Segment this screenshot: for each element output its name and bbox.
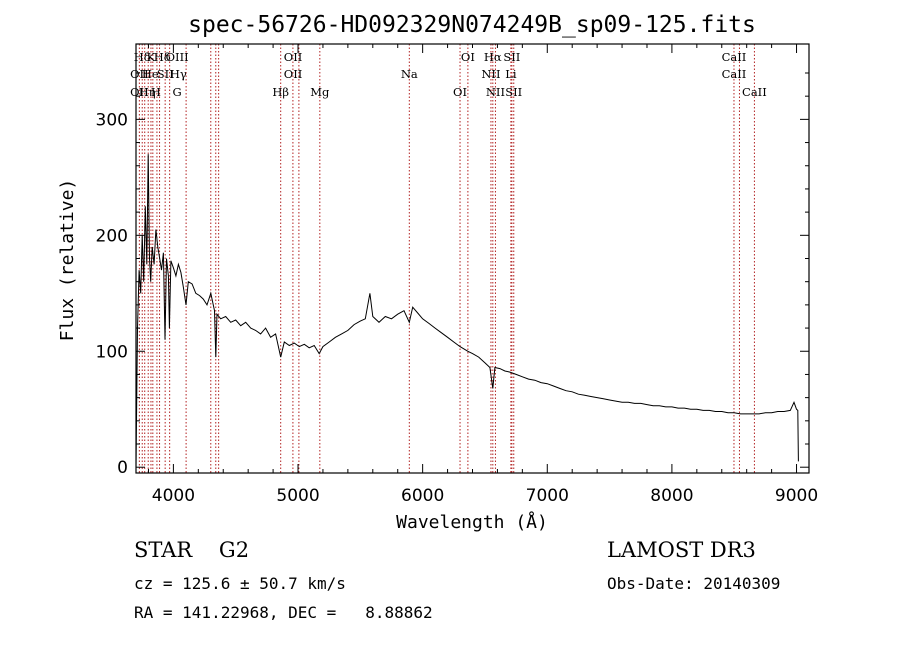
- marker-label-12: Hγ: [170, 67, 187, 81]
- y-axis-label: Flux (relative): [57, 179, 78, 342]
- plot-frame: [135, 43, 810, 474]
- marker-label-27: CaII: [742, 85, 767, 99]
- y-tick-label-0: 0: [117, 458, 128, 478]
- marker-label-3: OIII: [166, 50, 189, 64]
- marker-label-14: Na: [401, 67, 418, 81]
- y-tick-label-3: 300: [96, 110, 128, 130]
- marker-label-18: OII: [130, 85, 149, 99]
- marker-label-26: SII: [505, 85, 522, 99]
- redshift-info: cz = 125.6 ± 50.7 km/s: [134, 574, 346, 593]
- marker-lines: [138, 44, 755, 473]
- marker-label-11: SII: [157, 67, 174, 81]
- marker-label-24: OI: [453, 85, 467, 99]
- observation-date: Obs-Date: 20140309: [607, 574, 781, 593]
- x-tick-label-2: 6000: [401, 486, 444, 506]
- marker-label-7: SII: [503, 50, 520, 64]
- x-axis-label: Wavelength (Å): [396, 511, 548, 533]
- spectrum-line: [135, 154, 799, 468]
- coordinates: RA = 141.22968, DEC = 8.88862: [134, 603, 433, 622]
- marker-label-17: CaII: [722, 67, 747, 81]
- marker-label-25: NII: [486, 85, 505, 99]
- x-tick-label-0: 4000: [152, 486, 195, 506]
- marker-label-23: Mg: [310, 85, 330, 99]
- marker-label-13: OII: [284, 67, 303, 81]
- marker-label-9: OII: [130, 67, 149, 81]
- marker-label-6: Hα: [484, 50, 502, 64]
- marker-label-16: Li: [505, 67, 517, 81]
- marker-label-0: Hδ: [134, 50, 151, 64]
- y-tick-label-2: 200: [96, 226, 128, 246]
- marker-label-5: OI: [461, 50, 475, 64]
- marker-label-21: G: [173, 85, 182, 99]
- marker-label-8: CaII: [722, 50, 747, 64]
- marker-label-19: Hη: [139, 85, 156, 99]
- marker-label-2: Hδ: [154, 50, 171, 64]
- x-tick-label-1: 5000: [276, 486, 319, 506]
- survey-name: LAMOST DR3: [607, 538, 756, 562]
- object-class: STAR G2: [134, 538, 250, 562]
- marker-label-10: He: [142, 67, 159, 81]
- x-tick-label-5: 9000: [775, 486, 818, 506]
- marker-label-20: H: [151, 85, 161, 99]
- y-tick-label-1: 100: [96, 342, 128, 362]
- marker-label-22: Hβ: [272, 85, 289, 99]
- x-tick-label-3: 7000: [526, 486, 569, 506]
- x-axis: 4000 5000 6000 7000 8000 9000: [147, 44, 818, 506]
- marker-label-4: OII: [284, 50, 303, 64]
- marker-label-1: K: [147, 50, 156, 64]
- chart-title: spec-56726-HD092329N074249B_sp09-125.fit…: [188, 12, 756, 38]
- y-axis: 0 100 200 300: [96, 72, 809, 478]
- x-tick-label-4: 8000: [650, 486, 693, 506]
- marker-label-15: NII: [481, 67, 500, 81]
